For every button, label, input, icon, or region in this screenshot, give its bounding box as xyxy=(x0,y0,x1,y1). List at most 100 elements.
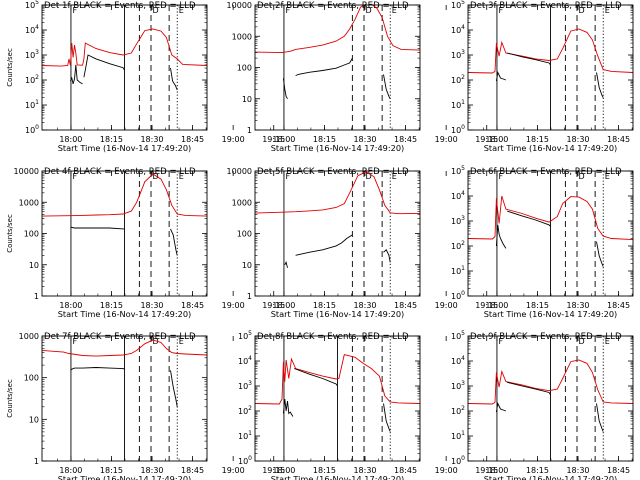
plot-frame xyxy=(467,4,634,131)
y-tick-label: 10 xyxy=(29,261,39,270)
x-tick-label: 19:00 xyxy=(435,135,458,144)
lld-series-line xyxy=(468,28,633,74)
panel-title: Det 4f BLACK = Events, RED = LLD xyxy=(44,167,196,177)
x-tick-label: 18:00 xyxy=(485,466,508,475)
x-axis-label: Start Time (16-Nov-14 17:49:20) xyxy=(58,309,192,319)
x-tick-label: 18:30 xyxy=(140,466,163,475)
y-tick-label: 1 xyxy=(247,126,252,135)
y-tick-label: 10 xyxy=(242,95,252,104)
x-tick-label: 18:15 xyxy=(100,301,123,310)
x-tick-label: 19:15 xyxy=(262,135,285,144)
y-tick-label: 10 xyxy=(242,261,252,270)
x-tick-label: 18:45 xyxy=(394,301,417,310)
y-tick-label: 103 xyxy=(451,49,465,60)
x-tick-label: 18:30 xyxy=(566,301,589,310)
x-tick-label: 18:00 xyxy=(272,135,295,144)
x-tick-label: 18:15 xyxy=(313,301,336,310)
event-marker-label: D xyxy=(153,6,159,15)
y-tick-label: 100 xyxy=(237,230,252,239)
x-tick-label: 18:00 xyxy=(272,466,295,475)
y-tick-label: 100 xyxy=(237,64,252,73)
series-group xyxy=(42,339,207,407)
events-series-line xyxy=(596,72,604,98)
plot-frame xyxy=(254,335,421,462)
series-group xyxy=(255,171,420,268)
x-axis-label: Start Time (16-Nov-14 17:49:20) xyxy=(484,474,618,480)
events-series-line xyxy=(295,57,353,77)
y-tick-label: 10000 xyxy=(227,1,252,10)
event-marker-label: D xyxy=(579,6,585,15)
y-tick-label: 100 xyxy=(451,455,465,466)
y-tick-label: 101 xyxy=(451,430,465,441)
detector-panel-8: Det 8f BLACK = Events, RED = LLD 100 101 10… xyxy=(238,330,498,480)
y-tick-label: 1 xyxy=(34,457,39,466)
y-tick-label: 1000 xyxy=(19,332,39,341)
x-tick-label: 18:00 xyxy=(59,301,82,310)
y-tick-label: 105 xyxy=(238,330,252,341)
events-series-line xyxy=(70,367,125,371)
events-series-line xyxy=(495,402,507,413)
plot-frame xyxy=(41,4,208,131)
events-series-line xyxy=(507,52,551,66)
y-axis-label: Counts/sec xyxy=(6,379,14,418)
panel-title: Det 1f BLACK = Events, RED = LLD xyxy=(44,1,196,11)
x-axis-label: Start Time (16-Nov-14 17:49:20) xyxy=(271,143,405,153)
plot-frame xyxy=(41,335,208,462)
detector-panel-2: Det 2f BLACK = Events, RED = LLD 1 10 100 10… xyxy=(227,1,499,153)
event-marker-label: D xyxy=(153,337,159,346)
y-tick-label: 102 xyxy=(238,405,252,416)
lld-series-line xyxy=(468,359,633,405)
x-tick-label: 18:45 xyxy=(181,466,204,475)
events-series-line xyxy=(495,71,507,82)
series-group xyxy=(255,5,420,100)
x-tick-label: 18:45 xyxy=(181,135,204,144)
series-group xyxy=(255,354,420,432)
x-tick-label: 18:00 xyxy=(59,466,82,475)
events-series-line xyxy=(170,228,178,256)
x-tick-label: 18:45 xyxy=(181,301,204,310)
lld-series-line xyxy=(255,354,420,405)
y-tick-label: 1 xyxy=(247,292,252,301)
x-tick-label: 18:15 xyxy=(526,301,549,310)
x-tick-label: 18:15 xyxy=(100,466,123,475)
events-series-line xyxy=(69,64,83,85)
y-tick-label: 101 xyxy=(451,99,465,110)
event-marker-label: F xyxy=(72,337,77,346)
events-series-line xyxy=(383,74,391,100)
x-tick-label: 19:00 xyxy=(435,466,458,475)
x-tick-label: 18:30 xyxy=(353,135,376,144)
event-marker-label: F xyxy=(285,172,290,181)
events-series-line xyxy=(282,399,294,417)
lld-series-line xyxy=(255,171,420,215)
y-tick-label: 105 xyxy=(451,330,465,341)
event-marker-label: D xyxy=(366,6,372,15)
y-tick-label: 100 xyxy=(25,124,39,135)
x-tick-label: 18:30 xyxy=(140,135,163,144)
series-group xyxy=(468,359,633,432)
x-tick-label: 18:30 xyxy=(140,301,163,310)
series-group xyxy=(42,28,207,91)
x-tick-label: 18:30 xyxy=(353,301,376,310)
x-tick-label: 18:45 xyxy=(607,135,630,144)
panel-title: Det 6f BLACK = Events, RED = LLD xyxy=(470,167,622,177)
x-axis-label: Start Time (16-Nov-14 17:49:20) xyxy=(484,309,618,319)
x-tick-label: 18:15 xyxy=(526,135,549,144)
x-tick-label: 19:15 xyxy=(262,466,285,475)
detector-panel-4: Det 4f BLACK = Events, RED = LLD 1 10 100 10… xyxy=(6,167,285,319)
panel-title: Det 3f BLACK = Events, RED = LLD xyxy=(470,1,622,11)
panel-title: Det 7f BLACK = Events, RED = LLD xyxy=(44,332,196,342)
event-marker-label: F xyxy=(72,172,77,181)
x-tick-label: 18:00 xyxy=(485,135,508,144)
y-tick-label: 104 xyxy=(238,355,252,366)
event-marker-label: E xyxy=(605,6,610,15)
events-series-line xyxy=(596,403,604,432)
detector-panel-1: Det 1f BLACK = Events, RED = LLD 100 10 1 10… xyxy=(6,0,285,153)
event-marker-label: F xyxy=(498,172,503,181)
x-tick-label: 19:00 xyxy=(222,301,245,310)
y-tick-label: 101 xyxy=(451,265,465,276)
event-marker-label: E xyxy=(392,172,397,181)
event-marker-label: E xyxy=(392,6,397,15)
x-tick-label: 18:45 xyxy=(607,466,630,475)
x-axis-label: Start Time (16-Nov-14 17:49:20) xyxy=(271,474,405,480)
